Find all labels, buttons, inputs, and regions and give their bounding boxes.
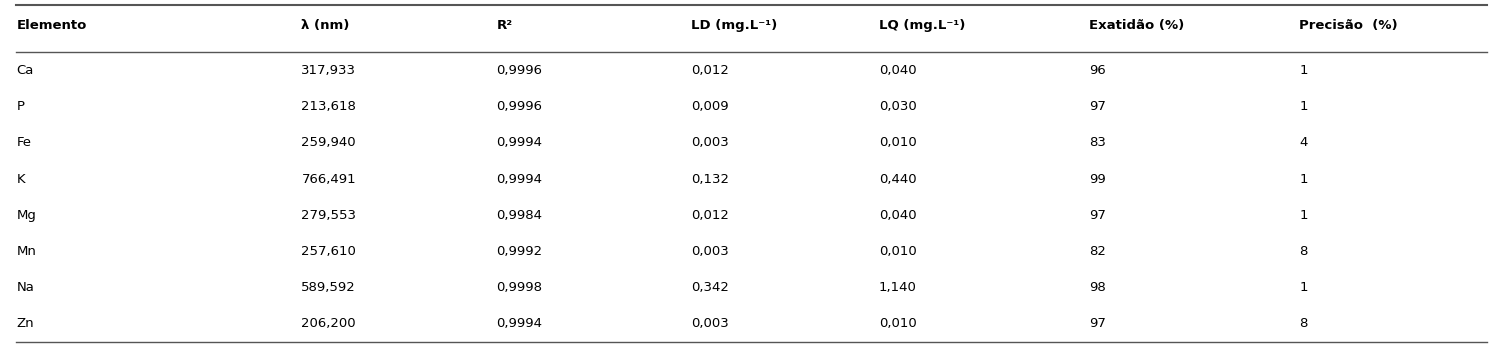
Text: 0,040: 0,040 xyxy=(879,209,917,222)
Text: 279,553: 279,553 xyxy=(302,209,356,222)
Text: 0,012: 0,012 xyxy=(691,209,729,222)
Text: 83: 83 xyxy=(1090,136,1106,149)
Text: 8: 8 xyxy=(1299,245,1308,258)
Text: 0,9996: 0,9996 xyxy=(496,100,543,113)
Text: 0,9994: 0,9994 xyxy=(496,318,543,331)
Text: R²: R² xyxy=(496,19,513,33)
Text: 0,010: 0,010 xyxy=(879,318,917,331)
Text: 1: 1 xyxy=(1299,281,1308,294)
Text: 0,132: 0,132 xyxy=(691,173,729,185)
Text: 257,610: 257,610 xyxy=(302,245,356,258)
Text: 317,933: 317,933 xyxy=(302,64,356,77)
Text: Fe: Fe xyxy=(17,136,32,149)
Text: 0,9998: 0,9998 xyxy=(496,281,543,294)
Text: LQ (mg.L⁻¹): LQ (mg.L⁻¹) xyxy=(879,19,965,33)
Text: 82: 82 xyxy=(1090,245,1106,258)
Text: 0,010: 0,010 xyxy=(879,245,917,258)
Text: 0,040: 0,040 xyxy=(879,64,917,77)
Text: 0,003: 0,003 xyxy=(691,245,729,258)
Text: 1: 1 xyxy=(1299,209,1308,222)
Text: 213,618: 213,618 xyxy=(302,100,356,113)
Text: 1: 1 xyxy=(1299,64,1308,77)
Text: 0,440: 0,440 xyxy=(879,173,917,185)
Text: 0,009: 0,009 xyxy=(691,100,729,113)
Text: λ (nm): λ (nm) xyxy=(302,19,350,33)
Text: 206,200: 206,200 xyxy=(302,318,356,331)
Text: 1: 1 xyxy=(1299,173,1308,185)
Text: Mg: Mg xyxy=(17,209,36,222)
Text: 0,342: 0,342 xyxy=(691,281,729,294)
Text: K: K xyxy=(17,173,26,185)
Text: 0,030: 0,030 xyxy=(879,100,917,113)
Text: 1,140: 1,140 xyxy=(879,281,917,294)
Text: Zn: Zn xyxy=(17,318,35,331)
Text: 0,9994: 0,9994 xyxy=(496,136,543,149)
Text: 0,9994: 0,9994 xyxy=(496,173,543,185)
Text: 97: 97 xyxy=(1090,100,1106,113)
Text: Na: Na xyxy=(17,281,35,294)
Text: 0,9984: 0,9984 xyxy=(496,209,543,222)
Text: 0,003: 0,003 xyxy=(691,136,729,149)
Text: 589,592: 589,592 xyxy=(302,281,356,294)
Text: 0,010: 0,010 xyxy=(879,136,917,149)
Text: 97: 97 xyxy=(1090,318,1106,331)
Text: 259,940: 259,940 xyxy=(302,136,356,149)
Text: Precisão  (%): Precisão (%) xyxy=(1299,19,1398,33)
Text: 0,012: 0,012 xyxy=(691,64,729,77)
Text: 97: 97 xyxy=(1090,209,1106,222)
Text: 0,9996: 0,9996 xyxy=(496,64,543,77)
Text: 0,9992: 0,9992 xyxy=(496,245,543,258)
Text: 8: 8 xyxy=(1299,318,1308,331)
Text: LD (mg.L⁻¹): LD (mg.L⁻¹) xyxy=(691,19,777,33)
Text: Mn: Mn xyxy=(17,245,36,258)
Text: Exatidão (%): Exatidão (%) xyxy=(1090,19,1184,33)
Text: Ca: Ca xyxy=(17,64,33,77)
Text: 0,003: 0,003 xyxy=(691,318,729,331)
Text: P: P xyxy=(17,100,24,113)
Text: 4: 4 xyxy=(1299,136,1308,149)
Text: 99: 99 xyxy=(1090,173,1106,185)
Text: 96: 96 xyxy=(1090,64,1106,77)
Text: 766,491: 766,491 xyxy=(302,173,356,185)
Text: 98: 98 xyxy=(1090,281,1106,294)
Text: 1: 1 xyxy=(1299,100,1308,113)
Text: Elemento: Elemento xyxy=(17,19,87,33)
